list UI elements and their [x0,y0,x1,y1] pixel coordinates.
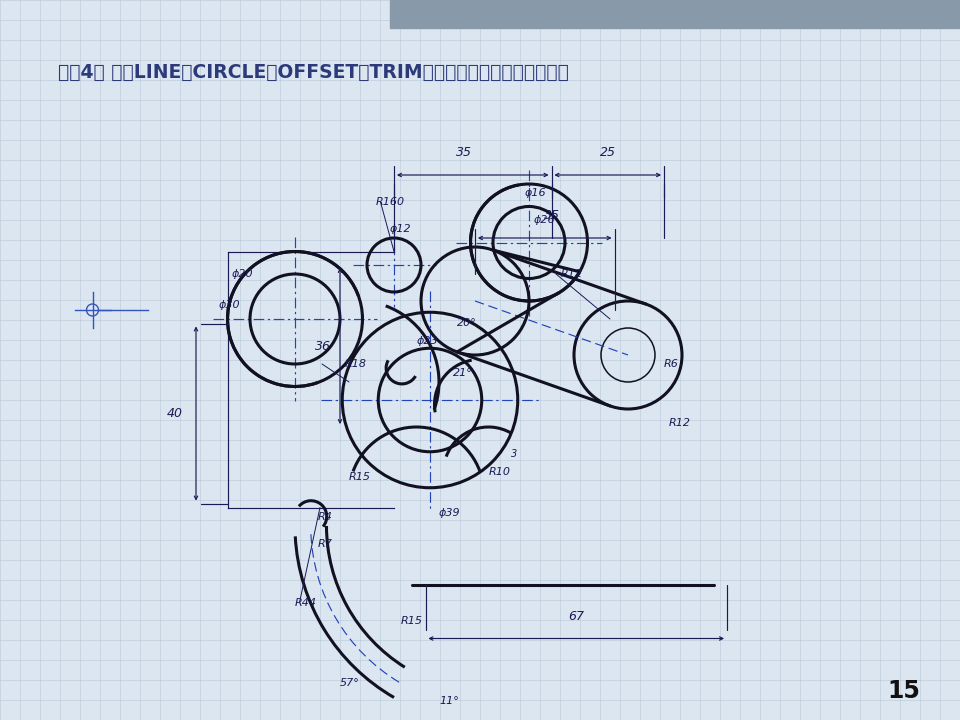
Text: ϕ20: ϕ20 [232,269,253,279]
Text: 3: 3 [511,449,517,459]
Text: 练剠4： 使用LINE、CIRCLE、OFFSET及TRIM等命令绘制下图所示的图形。: 练剠4： 使用LINE、CIRCLE、OFFSET及TRIM等命令绘制下图所示的… [58,63,569,82]
Text: R15: R15 [349,472,371,482]
Text: 15: 15 [887,679,920,703]
Text: 40: 40 [166,407,182,420]
Text: R6: R6 [664,359,679,369]
Text: R7: R7 [318,539,332,549]
Text: ϕ16: ϕ16 [524,188,546,198]
Text: 21°: 21° [452,368,472,378]
Text: 35: 35 [543,209,560,222]
Text: R12: R12 [668,418,690,428]
Text: 57°: 57° [340,678,360,688]
Text: ϕ12: ϕ12 [390,224,411,234]
Text: R18: R18 [345,359,367,369]
Text: R15: R15 [401,616,423,626]
Text: R12: R12 [561,269,583,279]
Text: 25: 25 [600,146,615,159]
Text: R10: R10 [489,467,511,477]
Bar [390,0,960,28]
Text: 11°: 11° [439,696,459,706]
Text: R4: R4 [318,512,332,522]
Text: 35: 35 [456,146,471,159]
Text: R160: R160 [376,197,405,207]
Text: ϕ23: ϕ23 [417,336,438,346]
Text: 67: 67 [568,610,585,623]
Text: ϕ30: ϕ30 [219,300,240,310]
Text: 36: 36 [315,340,331,353]
Text: ϕ26: ϕ26 [534,215,555,225]
Text: 20°: 20° [457,318,477,328]
Text: R44: R44 [295,598,317,608]
Text: ϕ39: ϕ39 [439,508,461,518]
